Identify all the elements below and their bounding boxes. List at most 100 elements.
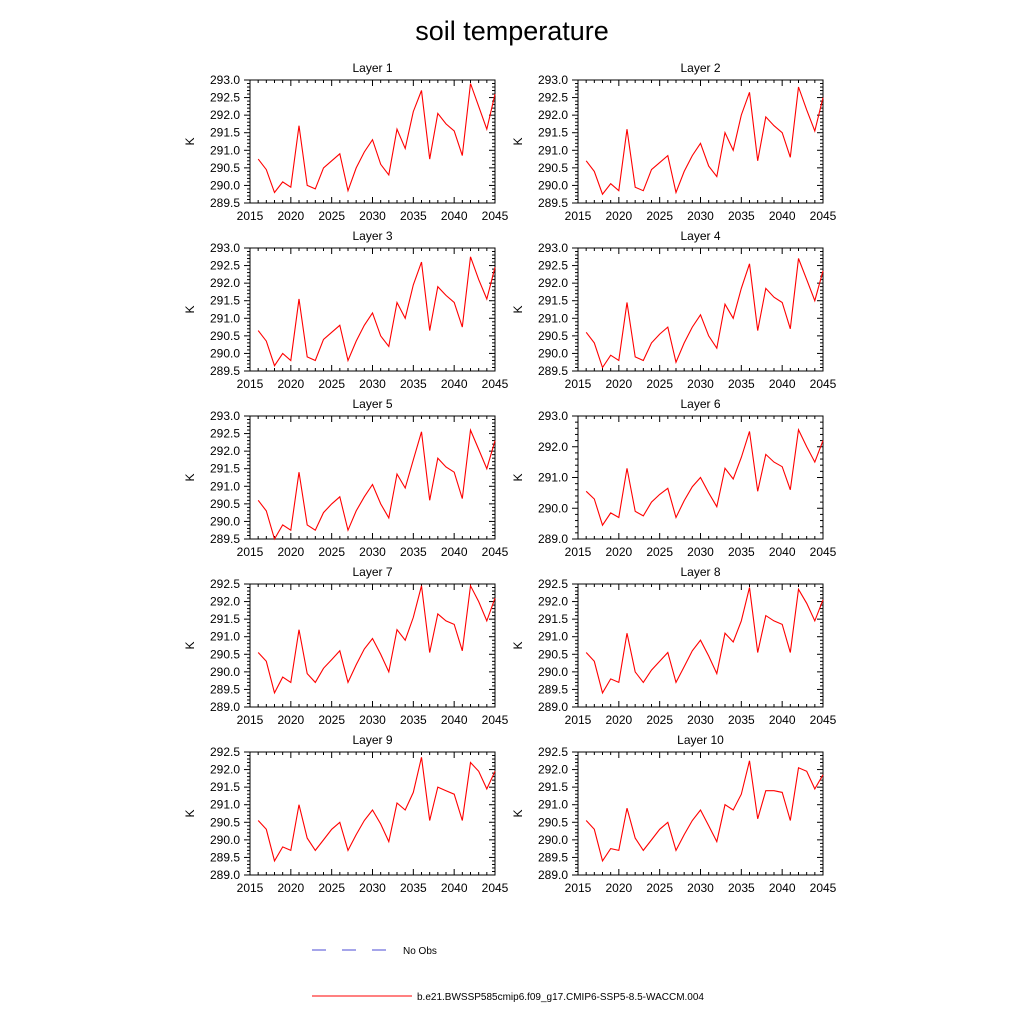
y-tick-label: 292.0 [538,108,568,122]
x-tick-label: 2045 [810,209,837,223]
panel-title: Layer 1 [352,61,392,75]
x-tick-label: 2030 [359,881,386,895]
y-tick-label: 292.5 [538,577,568,591]
y-tick-label: 293.0 [538,73,568,87]
y-tick-label: 290.0 [210,346,240,360]
y-tick-label: 291.0 [538,143,568,157]
x-tick-label: 2025 [318,209,345,223]
x-tick-label: 2045 [810,881,837,895]
x-tick-label: 2040 [769,881,796,895]
x-tick-label: 2045 [482,881,509,895]
y-tick-label: 292.5 [210,259,240,273]
x-tick-label: 2015 [565,545,592,559]
plot-frame [577,79,824,204]
y-tick-label: 291.5 [210,462,240,476]
plot-frame [577,583,824,708]
x-tick-label: 2045 [482,377,509,391]
y-tick-label: 290.5 [538,647,568,661]
x-tick-label: 2030 [687,377,714,391]
legend-obs-label: No Obs [403,946,437,957]
y-tick-label: 289.0 [210,868,240,882]
y-tick-label: 291.5 [538,294,568,308]
x-tick-label: 2040 [769,713,796,727]
x-tick-label: 2035 [400,545,427,559]
panel-layer-8: 2015 2020 2025 2030 2035 2040 2045 289.0 289.5 29… [511,565,837,727]
y-axis-label: K [511,305,525,313]
x-tick-label: 2020 [605,545,632,559]
y-tick-label: 292.0 [538,276,568,290]
y-tick-label: 290.0 [210,833,240,847]
y-tick-label: 289.0 [210,700,240,714]
panel-title: Layer 3 [352,229,392,243]
y-tick-label: 290.5 [210,497,240,511]
x-tick-label: 2015 [237,377,264,391]
y-tick-label: 289.5 [210,850,240,864]
x-tick-label: 2025 [318,713,345,727]
x-tick-label: 2030 [687,545,714,559]
x-tick-label: 2020 [605,377,632,391]
y-tick-label: 292.5 [538,745,568,759]
x-tick-label: 2035 [728,209,755,223]
x-tick-label: 2035 [400,377,427,391]
x-tick-label: 2015 [565,881,592,895]
panel-title: Layer 10 [677,733,724,747]
legend: No Obs b.e21.BWSSP585cmip6.f09_g17.CMIP6… [312,946,704,1003]
y-tick-label: 292.0 [210,444,240,458]
panel-layer-6: 2015 2020 2025 2030 2035 2040 2045 289.0 290.0 29… [511,397,837,559]
panel-title: Layer 4 [680,229,720,243]
y-tick-label: 291.5 [538,612,568,626]
series-line [585,760,824,863]
x-tick-label: 2035 [400,209,427,223]
y-tick-label: 290.5 [538,815,568,829]
x-tick-label: 2045 [482,545,509,559]
y-tick-label: 292.0 [538,595,568,609]
x-tick-label: 2040 [769,209,796,223]
y-tick-label: 291.0 [538,311,568,325]
y-tick-label: 292.5 [210,91,240,105]
panel-title: Layer 5 [352,397,392,411]
y-tick-label: 291.0 [538,630,568,644]
x-tick-label: 2020 [605,209,632,223]
x-tick-label: 2040 [769,545,796,559]
panel-layer-9: 2015 2020 2025 2030 2035 2040 2045 289.0 289.5 29… [183,733,509,895]
y-tick-label: 290.5 [210,161,240,175]
x-tick-label: 2020 [277,377,304,391]
y-tick-label: 291.5 [210,126,240,140]
x-tick-label: 2025 [646,881,673,895]
panel-layer-2: 2015 2020 2025 2030 2035 2040 2045 289.5 290.0 29… [511,61,837,223]
y-tick-label: 290.0 [538,501,568,515]
legend-model-label: b.e21.BWSSP585cmip6.f09_g17.CMIP6-SSP5-8… [417,992,704,1003]
y-tick-label: 290.0 [210,514,240,528]
y-tick-label: 291.5 [210,780,240,794]
x-tick-label: 2045 [810,377,837,391]
x-tick-label: 2045 [810,545,837,559]
y-tick-label: 292.0 [210,108,240,122]
y-tick-label: 291.5 [210,612,240,626]
x-tick-label: 2030 [359,209,386,223]
y-axis-label: K [183,137,197,145]
x-tick-label: 2025 [646,377,673,391]
x-tick-label: 2035 [400,881,427,895]
y-tick-label: 290.0 [538,665,568,679]
x-tick-label: 2020 [277,545,304,559]
plot-frame [249,415,496,540]
x-tick-label: 2015 [237,209,264,223]
x-tick-label: 2015 [565,377,592,391]
panel-grid: 2015 2020 2025 2030 2035 2040 2045 289.5 290.0 29… [183,61,837,895]
y-axis-label: K [183,473,197,481]
y-tick-label: 291.0 [538,471,568,485]
y-tick-label: 291.0 [210,479,240,493]
x-tick-label: 2015 [237,545,264,559]
x-tick-label: 2020 [277,713,304,727]
y-tick-label: 293.0 [538,409,568,423]
x-tick-label: 2025 [646,713,673,727]
y-tick-label: 292.0 [538,763,568,777]
y-axis-label: K [511,809,525,817]
x-tick-label: 2020 [277,881,304,895]
x-tick-label: 2030 [359,377,386,391]
y-tick-label: 291.0 [210,798,240,812]
x-tick-label: 2040 [441,209,468,223]
y-tick-label: 293.0 [210,409,240,423]
y-axis-label: K [511,473,525,481]
